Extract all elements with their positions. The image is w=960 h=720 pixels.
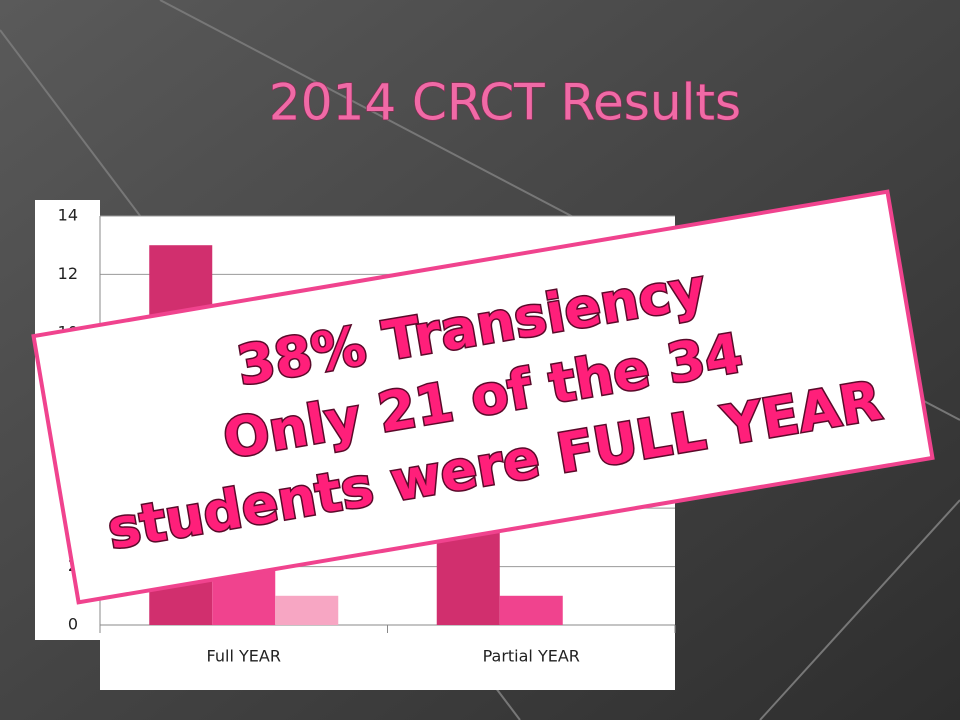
- x-tick-label: Partial YEAR: [483, 647, 580, 666]
- bar: [499, 595, 563, 625]
- banner-box: [31, 189, 935, 605]
- bar: [275, 595, 339, 625]
- axis-area: [100, 625, 675, 690]
- x-tick-label: Full YEAR: [207, 647, 281, 666]
- slide-title: 2014 CRCT Results: [269, 74, 741, 132]
- y-tick-label: 14: [58, 206, 78, 225]
- y-tick-label: 12: [58, 264, 78, 283]
- y-tick-label: 0: [68, 615, 78, 634]
